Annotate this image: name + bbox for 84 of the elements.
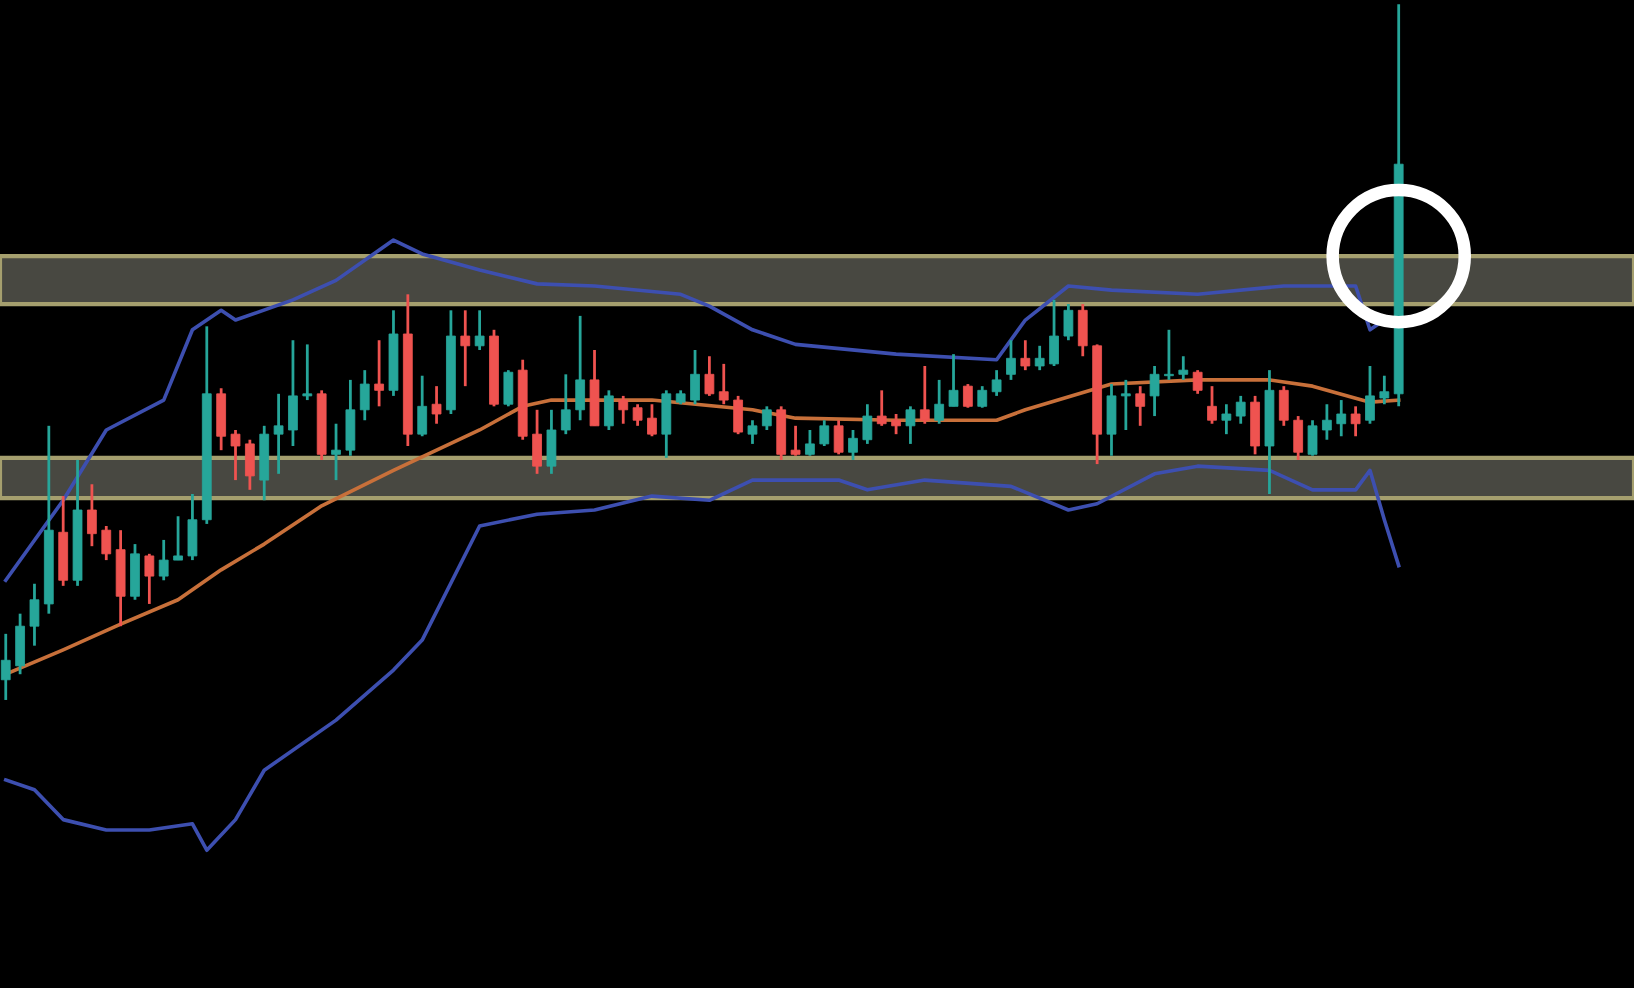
candlestick xyxy=(647,402,657,438)
candlestick xyxy=(876,388,887,428)
candlestick xyxy=(245,438,255,492)
candlestick xyxy=(833,418,844,456)
candlestick xyxy=(733,394,743,436)
candlestick xyxy=(374,338,384,408)
candlestick xyxy=(15,612,25,676)
candlestick xyxy=(1077,302,1088,358)
candlestick xyxy=(1235,394,1246,426)
candlestick xyxy=(589,348,600,428)
candlestick xyxy=(575,314,586,422)
candlestick xyxy=(101,524,112,562)
candlestick xyxy=(632,402,643,428)
candlestick xyxy=(359,368,370,422)
candlestick xyxy=(790,424,801,458)
candlestick xyxy=(1350,404,1361,438)
candlestick xyxy=(1120,378,1131,432)
candlestick xyxy=(87,482,97,548)
candlestick xyxy=(1192,368,1203,396)
candlestick xyxy=(991,368,1002,398)
candlestick xyxy=(1149,364,1160,418)
candlestick xyxy=(747,418,758,446)
candlestick xyxy=(474,308,485,352)
candlestick xyxy=(130,542,140,602)
candlestick xyxy=(288,338,298,448)
candlestick xyxy=(819,418,830,448)
candlestick xyxy=(891,412,901,436)
candlestick xyxy=(805,428,815,458)
candlestick xyxy=(604,388,614,432)
candlestick xyxy=(1307,418,1318,458)
candlestick xyxy=(532,408,542,476)
candlestick xyxy=(1336,398,1347,438)
candlestick xyxy=(1006,338,1016,382)
candlestick xyxy=(1049,298,1059,368)
candlestick xyxy=(173,514,183,562)
candlestick xyxy=(230,428,241,482)
candlestick xyxy=(302,343,313,402)
candlestick xyxy=(704,354,715,398)
candlestick xyxy=(503,368,514,408)
candlestick xyxy=(963,382,973,410)
candlestick xyxy=(417,374,428,438)
candlestick xyxy=(187,492,198,562)
candlestick xyxy=(848,428,858,462)
candlestick xyxy=(690,348,700,406)
candlestick xyxy=(345,378,356,458)
candlestick xyxy=(977,384,988,410)
candlestick xyxy=(905,404,916,446)
candlestick xyxy=(1178,354,1189,382)
candlestick xyxy=(1135,384,1146,428)
candlestick xyxy=(934,378,945,426)
candlestick xyxy=(761,404,772,432)
candlestick xyxy=(1250,394,1260,456)
candlestick xyxy=(560,372,571,436)
candlestick xyxy=(115,528,126,628)
candlestick xyxy=(1207,384,1217,426)
candlestick xyxy=(158,538,169,582)
candlestick xyxy=(29,582,40,648)
candlestick xyxy=(618,394,629,426)
candlestick xyxy=(0,632,11,702)
candlestick xyxy=(948,352,959,408)
candlestick xyxy=(1164,328,1174,382)
candlestick xyxy=(1034,344,1045,372)
candlestick xyxy=(1293,414,1304,462)
candlestick xyxy=(1278,384,1289,428)
candlestick xyxy=(259,424,270,502)
candlestick xyxy=(1221,402,1232,436)
candlestick xyxy=(1020,338,1031,372)
candlestick xyxy=(216,386,227,452)
candlestick xyxy=(776,404,787,462)
candlestick xyxy=(1365,364,1375,426)
candlestick xyxy=(144,552,155,606)
candlestick xyxy=(1063,302,1074,342)
candlestick xyxy=(331,422,341,482)
candlestick xyxy=(431,384,442,426)
candlestick xyxy=(460,308,471,388)
candlestick xyxy=(1322,402,1332,442)
candlestick xyxy=(919,364,930,426)
candlestick xyxy=(718,362,729,406)
candlestick xyxy=(273,392,284,476)
candlestick xyxy=(862,402,873,446)
candlestick xyxy=(1379,374,1390,406)
candlestick xyxy=(1106,382,1117,458)
candlestick xyxy=(661,388,672,460)
candlestick xyxy=(546,408,557,476)
